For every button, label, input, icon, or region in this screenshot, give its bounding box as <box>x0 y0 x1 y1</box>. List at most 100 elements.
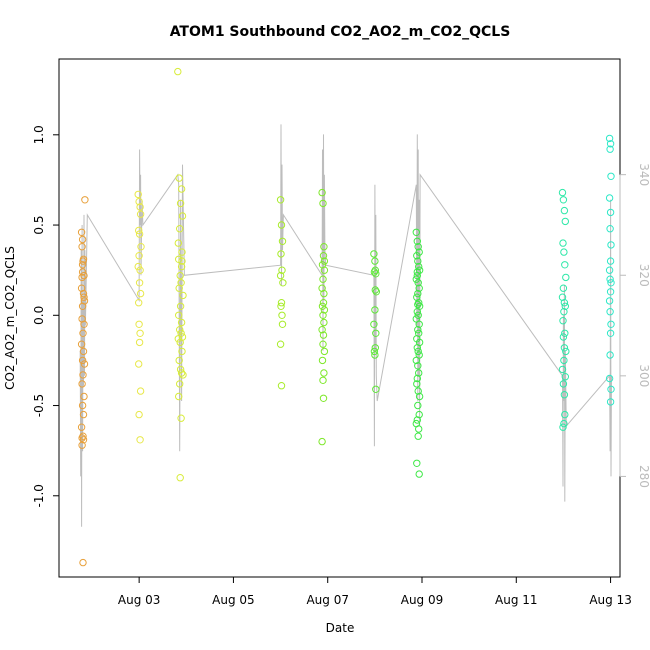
data-point <box>606 398 615 406</box>
data-point <box>414 243 422 251</box>
data-point <box>318 356 327 365</box>
data-point <box>135 338 144 347</box>
data-point <box>319 376 327 384</box>
y2-tick-label: 280 <box>637 465 650 488</box>
data-point <box>79 347 88 356</box>
data-point <box>413 271 421 280</box>
data-point <box>414 362 422 370</box>
data-point <box>372 270 380 278</box>
data-point <box>412 275 420 283</box>
series-1 <box>134 190 145 444</box>
data-point <box>414 257 422 265</box>
data-point <box>177 262 186 271</box>
data-point <box>318 437 326 446</box>
data-point <box>559 317 567 325</box>
data-point <box>176 271 184 280</box>
data-point <box>372 288 380 296</box>
data-point <box>136 289 145 298</box>
data-point <box>320 243 328 251</box>
data-point <box>560 308 568 316</box>
data-point <box>320 369 328 377</box>
data-point <box>319 199 327 208</box>
data-point <box>372 385 380 393</box>
data-point <box>135 197 143 206</box>
data-point <box>414 279 422 287</box>
data-point <box>558 188 567 197</box>
data-point <box>414 387 422 395</box>
data-point <box>177 369 186 377</box>
data-point <box>559 284 568 292</box>
data-point <box>79 410 88 419</box>
series-7 <box>558 188 570 431</box>
data-point <box>176 326 184 334</box>
data-point <box>135 230 144 238</box>
reference-line <box>79 124 612 527</box>
data-point <box>178 347 186 356</box>
data-point <box>318 188 326 197</box>
data-point <box>605 374 614 383</box>
data-point <box>414 311 422 319</box>
data-point <box>78 356 87 365</box>
data-point <box>560 299 569 307</box>
data-point <box>372 329 380 337</box>
data-point <box>415 262 423 271</box>
data-point <box>412 228 420 237</box>
y-axis-left: -1.0 -0.5 0.0 0.5 1.0 <box>32 125 60 507</box>
data-point <box>561 217 569 226</box>
data-point <box>561 373 569 381</box>
data-point <box>413 308 421 316</box>
data-point <box>276 271 285 280</box>
data-point <box>78 235 87 244</box>
data-point <box>413 459 421 467</box>
data-point <box>370 320 378 328</box>
data-point <box>178 248 186 256</box>
data-point <box>177 318 186 327</box>
data-point <box>320 266 329 274</box>
y-tick-label: 0.0 <box>32 306 46 325</box>
data-point <box>371 257 379 265</box>
data-point <box>81 196 89 204</box>
data-point <box>319 331 328 339</box>
data-point <box>78 401 87 410</box>
data-point <box>319 252 328 260</box>
data-point <box>278 320 287 328</box>
data-point <box>415 470 423 478</box>
data-point <box>414 300 422 309</box>
data-point <box>319 340 327 348</box>
data-point <box>413 416 421 424</box>
data-point <box>606 329 615 337</box>
data-point <box>175 174 183 182</box>
data-point <box>278 266 286 274</box>
data-point <box>371 286 379 294</box>
data-point <box>176 338 184 347</box>
data-point <box>559 239 567 247</box>
data-point <box>371 266 379 274</box>
data-point <box>135 410 143 419</box>
data-point <box>415 425 423 433</box>
series-5 <box>370 250 380 393</box>
data-point <box>559 380 568 388</box>
data-point <box>176 474 184 482</box>
x-tick-label: Aug 07 <box>306 593 349 607</box>
data-point <box>134 190 142 199</box>
data-point <box>79 558 87 567</box>
data-point <box>136 436 144 444</box>
data-point <box>276 340 285 348</box>
data-point <box>318 284 326 292</box>
data-point <box>80 392 88 401</box>
data-point <box>561 410 569 419</box>
data-point <box>414 432 422 440</box>
data-point <box>559 196 568 204</box>
data-point <box>414 401 422 410</box>
data-point <box>277 299 286 307</box>
x-tick-label: Aug 03 <box>118 593 161 607</box>
y-axis-right: 280 300 320 340 <box>619 163 650 488</box>
data-point <box>561 302 569 310</box>
data-point <box>606 275 614 283</box>
data-point <box>136 266 144 274</box>
x-tick-label: Aug 11 <box>495 593 538 607</box>
data-point <box>134 262 142 271</box>
data-point <box>136 329 144 337</box>
y-tick-label: -1.0 <box>32 484 46 507</box>
